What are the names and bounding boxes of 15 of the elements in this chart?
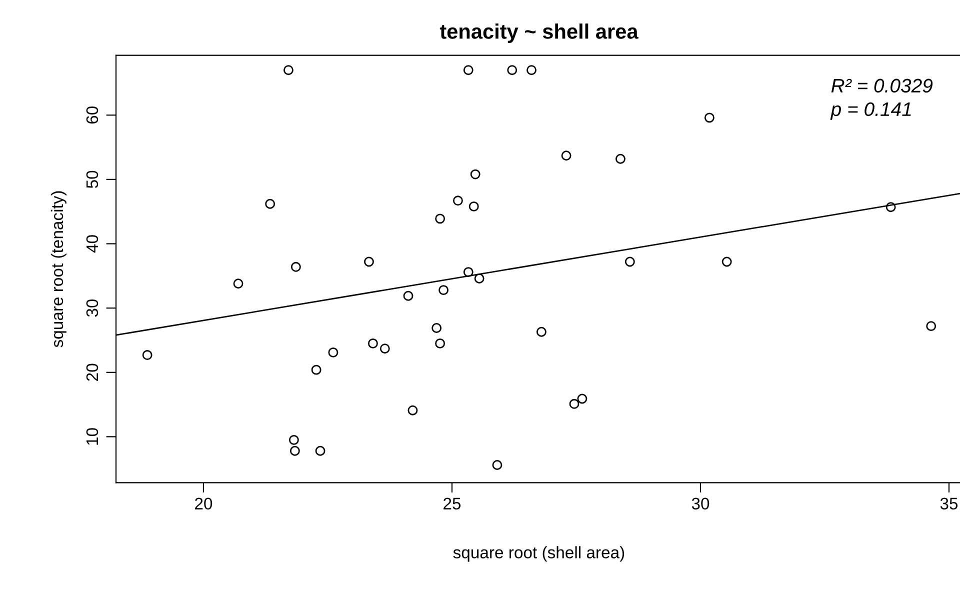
y-tick-label: 60	[86, 106, 98, 124]
y-tick-label: 50	[86, 170, 98, 188]
y-tick-label: 10	[86, 428, 98, 445]
x-axis-title: square root (shell area)	[453, 546, 624, 562]
annotation: R² = 0.0329	[831, 78, 933, 93]
y-tick-label: 20	[86, 364, 98, 381]
y-axis-title: square root (tenacity)	[50, 191, 66, 348]
x-tick-label: 20	[195, 498, 212, 510]
x-tick-label: 30	[692, 498, 710, 510]
x-tick-label: 25	[444, 498, 461, 510]
chart-title: tenacity ~ shell area	[440, 24, 638, 43]
y-tick-label: 40	[86, 235, 98, 253]
x-tick-label: 35	[940, 498, 958, 510]
y-tick-label: 30	[86, 299, 98, 317]
annotation: p = 0.141	[830, 102, 911, 120]
